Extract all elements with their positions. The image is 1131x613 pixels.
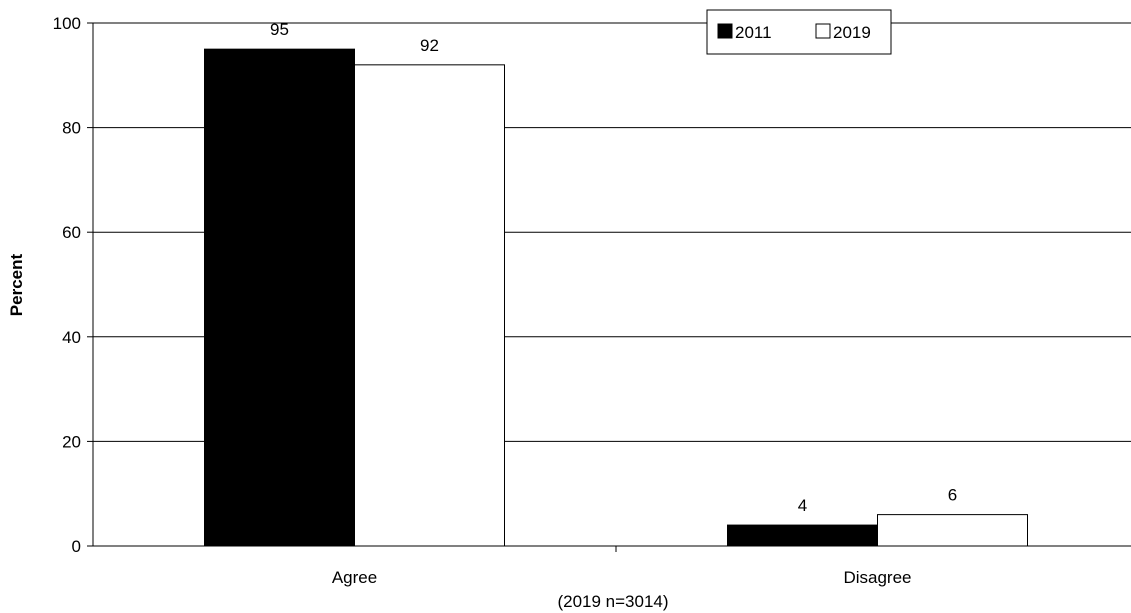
legend-label-2019: 2019: [833, 23, 871, 42]
axes: [92, 23, 1131, 552]
bars: [204, 48, 1028, 547]
y-tick-label: 80: [62, 119, 81, 138]
x-category-label: Disagree: [843, 568, 911, 587]
bar-2019-agree: [354, 64, 505, 547]
x-axis-categories: Agree Disagree: [332, 568, 912, 587]
data-label: 4: [798, 496, 807, 515]
legend-box: [706, 9, 892, 55]
data-label: 95: [270, 20, 289, 39]
data-labels: 95 92 4 6: [270, 20, 957, 515]
y-tick-label: 100: [53, 14, 81, 33]
bar-2011-agree: [204, 48, 355, 547]
legend-swatch-2019: [815, 23, 831, 39]
legend-swatch-2011: [717, 23, 733, 39]
data-label: 6: [948, 486, 957, 505]
bar-2011-disagree: [727, 524, 878, 547]
legend: 2011 2019: [706, 9, 892, 55]
y-tick-label: 60: [62, 223, 81, 242]
y-tick-label: 40: [62, 328, 81, 347]
sample-size-note: (2019 n=3014): [557, 592, 668, 611]
y-axis-ticks: 0 20 40 60 80 100: [53, 14, 93, 556]
legend-label-2011: 2011: [735, 23, 772, 42]
data-label: 92: [420, 36, 439, 55]
y-axis-title: Percent: [7, 253, 26, 316]
y-tick-label: 20: [62, 432, 81, 451]
x-category-label: Agree: [332, 568, 377, 587]
bar-2019-disagree: [877, 514, 1028, 547]
y-tick-label: 0: [72, 537, 81, 556]
